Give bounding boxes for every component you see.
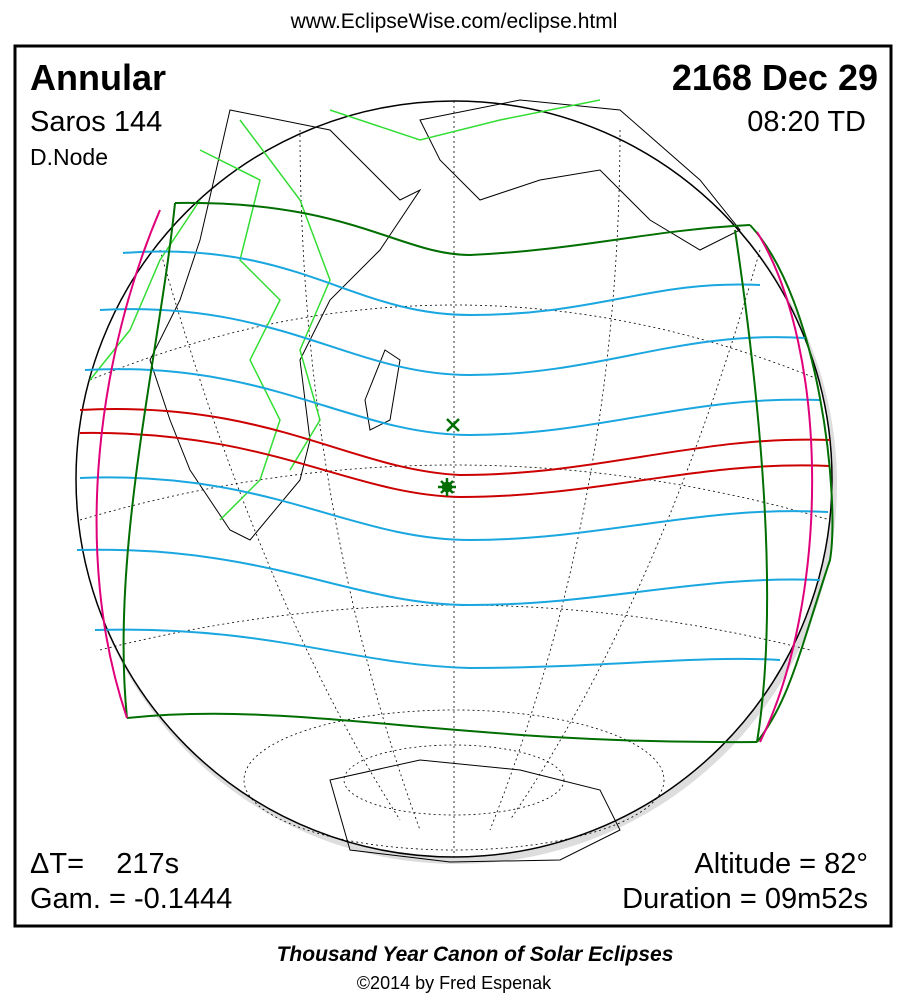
limit — [122, 202, 176, 719]
latitude-line — [79, 464, 831, 521]
green-line — [239, 119, 331, 471]
time: 08:20 TD — [747, 106, 866, 138]
green-line — [329, 99, 601, 141]
sub-solar-point — [446, 418, 460, 432]
cyan-line — [122, 250, 761, 317]
markers — [438, 418, 460, 496]
saros: Saros 144 — [30, 106, 162, 138]
central-path — [79, 408, 831, 499]
limit — [749, 224, 834, 743]
cyan-line — [76, 548, 821, 607]
asia — [419, 99, 741, 251]
graticule — [79, 101, 831, 857]
magenta-line — [95, 209, 161, 719]
duration: Duration = 09m52s — [622, 883, 868, 915]
limit — [174, 201, 751, 257]
meridian — [159, 249, 401, 821]
globe — [75, 100, 833, 858]
altitude: Altitude = 82° — [694, 848, 868, 880]
meridian — [509, 249, 761, 821]
delta-t: ΔT= 217s — [30, 848, 179, 880]
path-limit — [79, 408, 831, 477]
magenta-line — [756, 231, 814, 743]
cyan-line — [84, 368, 821, 437]
latitude-line — [343, 744, 565, 816]
date: 2168 Dec 29 — [672, 57, 878, 98]
path-limit — [79, 431, 831, 499]
eclipse-type: Annular — [30, 57, 166, 98]
cyan-line — [79, 476, 829, 542]
green-line — [199, 149, 281, 521]
cyan-line — [94, 628, 781, 670]
antarctica — [329, 759, 621, 863]
madagascar — [364, 349, 401, 431]
rise-set-curves — [95, 209, 814, 743]
url: www.EclipseWise.com/eclipse.html — [290, 10, 618, 33]
latitude-line — [89, 304, 821, 381]
penumbra-limits — [122, 201, 834, 744]
meridian — [299, 129, 421, 831]
coastlines — [149, 99, 741, 863]
limit — [734, 229, 769, 743]
green-line — [89, 199, 201, 381]
latitude-line — [243, 709, 665, 851]
node: D.Node — [30, 144, 108, 170]
magnitude-lines — [76, 250, 829, 670]
limit — [126, 712, 758, 744]
credit: ©2014 by Fred Espenak — [357, 973, 552, 993]
gamma: Gam. = -0.1444 — [30, 883, 232, 915]
greatest-eclipse-dot — [441, 481, 453, 493]
footer-title: Thousand Year Canon of Solar Eclipses — [277, 943, 674, 966]
cyan-line — [99, 308, 806, 377]
visibility-lines — [89, 99, 601, 521]
africa — [149, 109, 422, 541]
